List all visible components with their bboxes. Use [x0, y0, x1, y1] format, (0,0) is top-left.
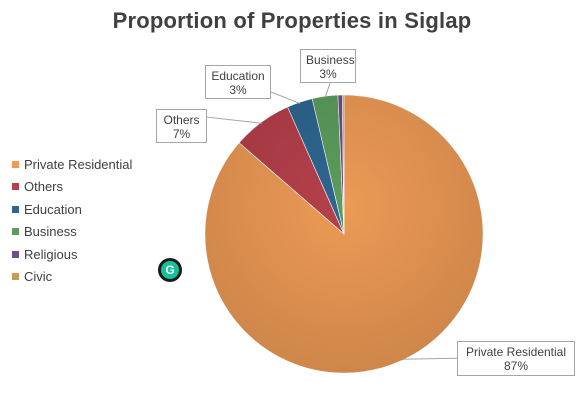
chart-title: Proportion of Properties in Siglap: [112, 8, 472, 33]
legend-item-business: Business: [12, 221, 132, 244]
leader-line-others: [205, 116, 263, 124]
legend-item-religious: Religious: [12, 243, 132, 266]
leader-line-education: [270, 91, 301, 105]
callout-value: 3%: [319, 67, 337, 81]
legend-item-others: Others: [12, 176, 132, 199]
legend-item-private-residential: Private Residential: [12, 153, 132, 176]
legend: Private Residential Others Education Bus…: [12, 153, 132, 288]
callout-private-residential: Private Residential 87%: [457, 341, 575, 376]
callout-category: Private Residential: [465, 345, 567, 359]
callout-education: Education 3%: [205, 65, 271, 99]
legend-swatch: [12, 228, 19, 236]
legend-label: Education: [24, 201, 82, 217]
legend-swatch: [12, 273, 19, 281]
legend-swatch: [12, 205, 19, 213]
callout-value: 7%: [172, 127, 191, 141]
legend-item-civic: Civic: [12, 266, 132, 289]
legend-swatch: [12, 183, 19, 191]
callout-category: Others: [163, 113, 200, 127]
callout-category: Business: [306, 53, 355, 67]
legend-swatch: [12, 250, 19, 258]
legend-label: Others: [24, 179, 64, 195]
grammarly-icon[interactable]: G: [158, 258, 182, 282]
callout-category: Education: [211, 69, 265, 83]
legend-label: Religious: [24, 246, 78, 262]
callout-others: Others 7%: [156, 109, 207, 143]
legend-label: Business: [24, 224, 77, 240]
grammarly-glyph: G: [161, 261, 179, 279]
callout-business: Business 3%: [300, 49, 356, 83]
callout-value: 3%: [229, 83, 247, 97]
legend-label: Private Residential: [24, 156, 133, 172]
legend-item-education: Education: [12, 198, 132, 221]
legend-label: Civic: [24, 269, 53, 285]
callout-value: 87%: [503, 359, 529, 373]
legend-swatch: [12, 160, 19, 168]
